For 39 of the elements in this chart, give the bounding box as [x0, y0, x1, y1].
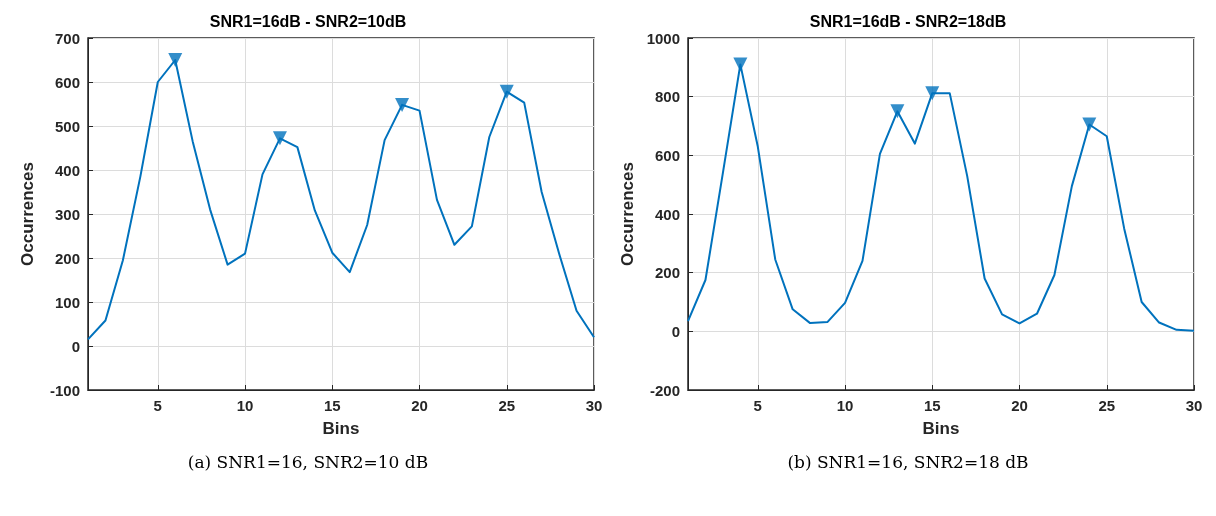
- y-tick-label: 200: [654, 264, 680, 282]
- y-tick-label: 600: [54, 73, 80, 91]
- y-tick-label: 800: [654, 88, 680, 106]
- x-tick-label: 30: [585, 397, 603, 414]
- y-tick-label: 300: [54, 205, 80, 223]
- x-tick-label: 20: [411, 397, 428, 414]
- x-tick-label: 5: [153, 397, 162, 414]
- x-tick-label: 15: [323, 397, 341, 414]
- y-tick-label: -200: [649, 381, 680, 399]
- y-tick-label: 100: [54, 293, 80, 311]
- x-tick-label: 10: [836, 397, 854, 414]
- chart-title: SNR1=16dB - SNR2=10dB: [209, 12, 407, 30]
- y-axis-title: Occurrences: [617, 162, 637, 266]
- x-tick-label: 25: [1098, 397, 1116, 414]
- text: (a) SNR1=16, SNR2=10 dB: [186, 452, 430, 472]
- y-tick-label: 0: [671, 322, 680, 340]
- x-axis-title: Bins: [922, 419, 960, 438]
- text: (b) SNR1=16, SNR2=18 dB: [786, 452, 1030, 472]
- x-tick-label: 20: [1011, 397, 1028, 414]
- point: [925, 86, 940, 101]
- x-tick-label: 15: [923, 397, 941, 414]
- y-tick-label: 600: [654, 146, 680, 164]
- y-tick-label: 0: [71, 337, 80, 355]
- x-tick-label: 10: [236, 397, 254, 414]
- point: [890, 104, 905, 119]
- chart-title: SNR1=16dB - SNR2=18dB: [809, 12, 1007, 30]
- y-tick-label: 1000: [646, 29, 680, 47]
- y-tick-label: 400: [54, 161, 80, 179]
- y-tick-label: -100: [49, 381, 80, 399]
- point: [733, 57, 748, 72]
- x-tick-label: 30: [1185, 397, 1203, 414]
- y-tick-label: 200: [54, 249, 80, 267]
- y-axis-title: Occurrences: [18, 162, 37, 266]
- y-tick-label: 500: [54, 117, 80, 135]
- x-axis-title: Bins: [322, 419, 360, 438]
- y-tick-label: 700: [54, 29, 80, 47]
- x-tick-label: 5: [753, 397, 762, 414]
- y-tick-label: 400: [654, 205, 680, 223]
- x-tick-label: 25: [498, 397, 516, 414]
